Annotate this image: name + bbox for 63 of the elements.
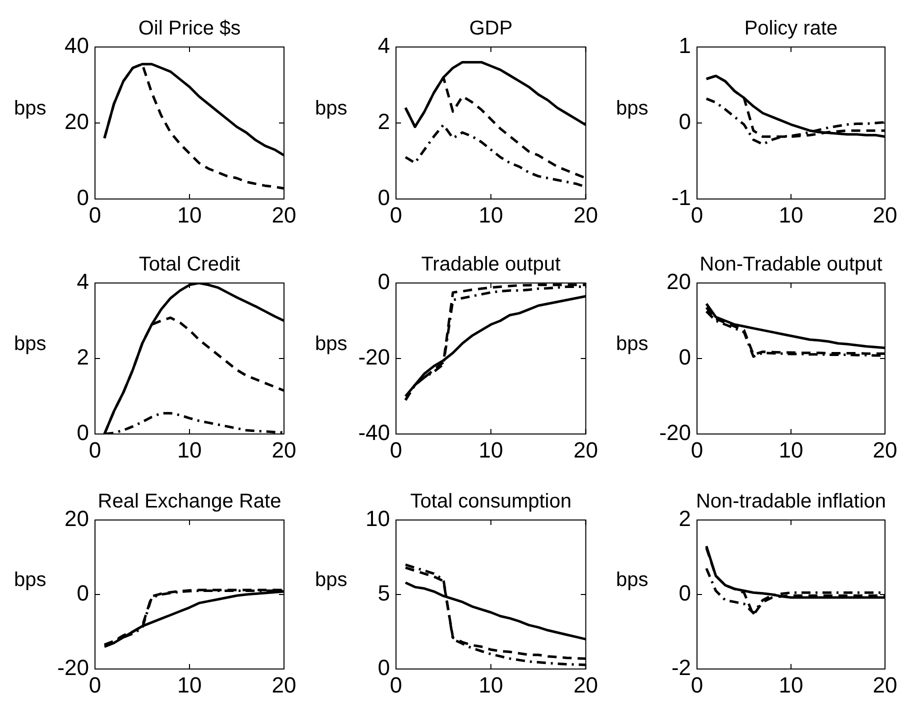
y-tick-label: 2 bbox=[76, 344, 89, 370]
chart-title: Total consumption bbox=[410, 490, 572, 513]
y-axis-title: bps bbox=[315, 569, 348, 592]
y-tick-label: 0 bbox=[378, 655, 390, 680]
y-axis-title: bps bbox=[616, 333, 648, 356]
x-tick-label: 20 bbox=[574, 437, 598, 462]
x-tick-label: 10 bbox=[478, 672, 504, 698]
y-tick-label: 4 bbox=[378, 33, 390, 58]
x-tick-label: 10 bbox=[778, 202, 804, 228]
x-tick-label: 20 bbox=[872, 202, 898, 228]
x-tick-label: 10 bbox=[478, 202, 504, 228]
y-tick-label: 20 bbox=[64, 109, 89, 134]
x-tick-label: 20 bbox=[872, 437, 898, 462]
x-tick-label: 10 bbox=[778, 437, 804, 462]
y-tick-label: 0 bbox=[678, 344, 691, 370]
y-tick-label: 20 bbox=[666, 269, 691, 294]
y-tick-label: -20 bbox=[57, 655, 89, 680]
x-tick-label: 10 bbox=[778, 672, 804, 698]
y-tick-label: 0 bbox=[76, 420, 89, 446]
y-tick-label: 0 bbox=[76, 580, 89, 606]
y-tick-label: 0 bbox=[678, 109, 691, 134]
x-tick-label: 20 bbox=[574, 672, 598, 698]
y-tick-label: 20 bbox=[64, 506, 89, 532]
y-tick-label: -1 bbox=[671, 185, 691, 210]
y-tick-label: 0 bbox=[378, 185, 390, 210]
y-axis-title: bps bbox=[315, 333, 348, 356]
x-tick-label: 20 bbox=[872, 672, 898, 698]
y-tick-label: 0 bbox=[378, 269, 390, 294]
y-axis-title: bps bbox=[315, 98, 348, 120]
y-axis-title: bps bbox=[616, 98, 648, 120]
x-tick-label: 20 bbox=[272, 672, 296, 698]
chart-title: GDP bbox=[469, 18, 513, 40]
y-axis-title: bps bbox=[616, 569, 648, 592]
y-tick-label: 4 bbox=[76, 269, 89, 294]
y-tick-label: 0 bbox=[678, 580, 691, 606]
chart-title: Tradable output bbox=[421, 254, 561, 276]
chart-title: Non-Tradable output bbox=[700, 254, 883, 276]
x-tick-label: 10 bbox=[177, 202, 202, 228]
y-tick-label: -40 bbox=[358, 420, 390, 446]
x-tick-label: 10 bbox=[177, 672, 202, 698]
y-tick-label: 2 bbox=[678, 506, 691, 532]
x-tick-label: 10 bbox=[177, 437, 202, 462]
y-axis-title: bps bbox=[14, 569, 46, 592]
chart-title: Oil Price $s bbox=[138, 18, 241, 40]
chart-title: Real Exchange Rate bbox=[98, 490, 282, 513]
y-tick-label: 2 bbox=[378, 109, 390, 134]
y-tick-label: 40 bbox=[64, 33, 89, 58]
y-tick-label: 10 bbox=[366, 506, 390, 532]
y-tick-label: 5 bbox=[378, 580, 390, 606]
y-tick-label: -20 bbox=[358, 344, 390, 370]
x-tick-label: 20 bbox=[272, 202, 296, 228]
chart-title: Policy rate bbox=[744, 18, 838, 40]
x-tick-label: 10 bbox=[478, 437, 504, 462]
y-tick-label: -20 bbox=[659, 420, 691, 446]
y-tick-label: 1 bbox=[678, 33, 691, 58]
y-axis-title: bps bbox=[14, 98, 46, 120]
x-tick-label: 20 bbox=[574, 202, 598, 228]
y-axis-title: bps bbox=[14, 333, 46, 356]
x-tick-label: 20 bbox=[272, 437, 296, 462]
chart-title: Non-tradable inflation bbox=[696, 490, 886, 513]
chart-title: Total Credit bbox=[138, 254, 241, 276]
y-tick-label: -2 bbox=[671, 655, 691, 680]
y-tick-label: 0 bbox=[76, 185, 89, 210]
